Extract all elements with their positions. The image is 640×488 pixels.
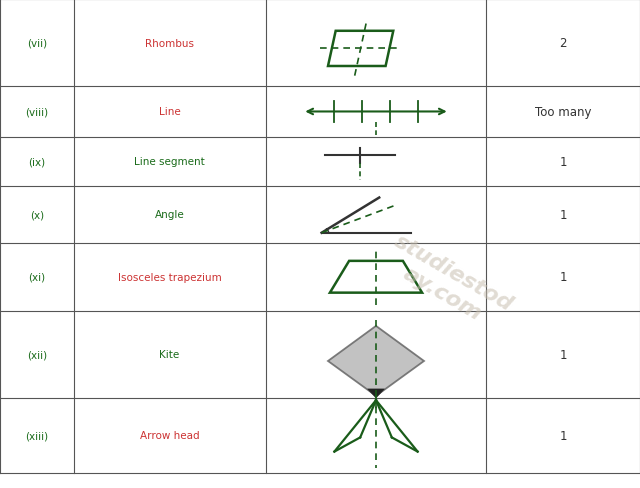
Text: 1: 1 [559, 429, 567, 442]
Text: 2: 2 [559, 37, 567, 50]
Text: Kite: Kite [159, 349, 180, 360]
Text: studiestod
ay.com: studiestod ay.com [380, 231, 516, 335]
Text: Line segment: Line segment [134, 157, 205, 167]
Polygon shape [328, 326, 424, 396]
Text: 1: 1 [559, 156, 567, 168]
Text: Too many: Too many [535, 106, 591, 119]
Text: (xi): (xi) [28, 272, 45, 282]
Text: Line: Line [159, 107, 180, 117]
Text: (x): (x) [29, 210, 44, 220]
Text: (ix): (ix) [28, 157, 45, 167]
Text: (xii): (xii) [27, 349, 47, 360]
Text: 1: 1 [559, 208, 567, 221]
Text: 1: 1 [559, 271, 567, 284]
Text: Angle: Angle [155, 210, 184, 220]
Text: 1: 1 [559, 348, 567, 361]
Text: (xiii): (xiii) [25, 430, 49, 441]
Text: Arrow head: Arrow head [140, 430, 200, 441]
Text: Isosceles trapezium: Isosceles trapezium [118, 272, 221, 282]
Text: Rhombus: Rhombus [145, 39, 194, 48]
Text: (viii): (viii) [25, 107, 49, 117]
Polygon shape [367, 389, 385, 398]
Text: (vii): (vii) [27, 39, 47, 48]
